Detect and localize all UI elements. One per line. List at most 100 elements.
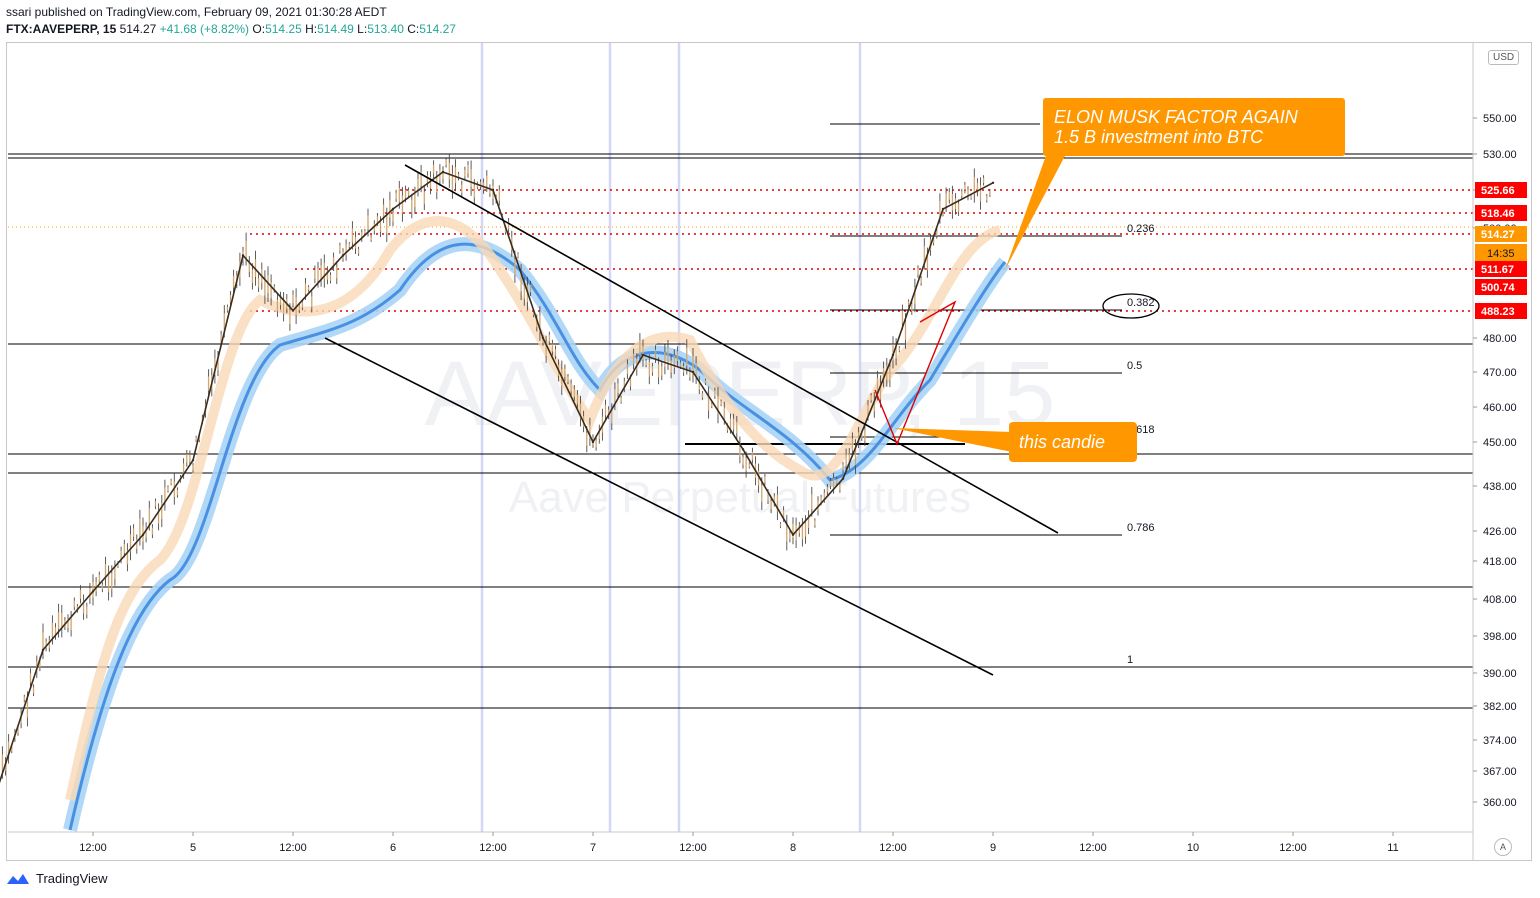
fib-level-label-0: 0.236 — [1127, 223, 1155, 235]
price-tick-label-11: 408.00 — [1483, 594, 1517, 606]
time-tick-label-4: 12:00 — [479, 842, 507, 854]
price-tag-box-3 — [1475, 261, 1527, 277]
price-tag-box-2 — [1475, 226, 1527, 242]
last-price: 514.27 — [119, 22, 157, 36]
symbol-name[interactable]: FTX:AAVEPERP, 15 — [6, 22, 117, 36]
price-tag-label-2: 514.27 — [1481, 229, 1515, 241]
callout-box-elon — [1043, 98, 1345, 156]
time-tick-label-7: 8 — [790, 842, 796, 854]
open-value: 514.25 — [265, 22, 302, 36]
watermark: AAVEPERP, 15 Aave Perpetual Futures — [425, 343, 1056, 522]
price-point-8 — [391, 207, 395, 211]
price-tag-box-4 — [1475, 279, 1527, 295]
price-point-12 — [591, 440, 595, 444]
red-move-path — [874, 300, 957, 446]
ema-line-blue — [68, 242, 1007, 831]
price-tick-label-8: 438.00 — [1483, 481, 1517, 493]
callout-text-candie: this candie — [1019, 432, 1105, 452]
price-tag-box-1 — [1475, 205, 1527, 221]
channel-lower-line — [324, 337, 994, 676]
price-point-3 — [141, 533, 145, 536]
time-tick-label-8: 12:00 — [879, 842, 907, 854]
dotted-levels — [250, 189, 1473, 312]
price-point-14 — [691, 370, 695, 374]
countdown-box — [1475, 244, 1527, 261]
time-tick-label-3: 6 — [390, 842, 396, 854]
price-tick-label-1: 530.00 — [1483, 149, 1517, 161]
time-tick-label-5: 7 — [590, 842, 596, 854]
time-tick-label-10: 12:00 — [1079, 842, 1107, 854]
price-point-15 — [741, 448, 745, 451]
watermark-name: Aave Perpetual Futures — [509, 473, 971, 522]
time-tick-label-13: 11 — [1387, 842, 1398, 854]
close-value: 514.27 — [419, 22, 456, 36]
trend-channel[interactable] — [324, 164, 1059, 676]
time-tick-label-11: 10 — [1187, 842, 1199, 854]
price-tick-label-13: 390.00 — [1483, 668, 1517, 680]
tradingview-logo-icon — [7, 873, 29, 884]
callout-text-elon-line1: ELON MUSK FACTOR AGAIN — [1054, 107, 1299, 127]
price-tick-label-0: 550.00 — [1483, 113, 1517, 125]
price-point-5 — [241, 254, 245, 257]
price-tag-box-5 — [1475, 303, 1527, 319]
price-tag-label-4: 500.74 — [1481, 282, 1516, 294]
time-tick-label-1: 5 — [190, 842, 196, 854]
price-tick-label-10: 418.00 — [1483, 556, 1517, 568]
price-tick-label-15: 374.00 — [1483, 735, 1517, 747]
time-tick-label-6: 12:00 — [679, 842, 707, 854]
high-label: H: — [305, 22, 318, 36]
price-point-7 — [341, 254, 345, 257]
chart-frame[interactable] — [6, 42, 1532, 861]
price-point-2 — [91, 590, 95, 593]
fib-level-label-2: 0.5 — [1127, 360, 1142, 372]
price-tick-label-14: 382.00 — [1483, 701, 1517, 713]
time-tick-label-2: 12:00 — [279, 842, 307, 854]
price-tick-label-17: 360.00 — [1483, 797, 1517, 809]
currency-label[interactable]: USD — [1488, 50, 1520, 65]
footer: TradingView — [6, 871, 108, 886]
fib-circle-highlight — [1102, 293, 1160, 319]
high-value: 514.49 — [317, 22, 354, 36]
price-tag-label-1: 518.46 — [1481, 208, 1515, 220]
callout-box-candie — [1009, 422, 1137, 462]
price-point-10 — [491, 188, 495, 192]
price-change: +41.68 (+8.82%) — [159, 22, 250, 36]
price-tag-label-0: 525.66 — [1481, 185, 1515, 197]
price-tag-box-0 — [1475, 182, 1527, 198]
time-axis[interactable]: 12:00 5 12:00 6 12:00 7 12:00 8 12:00 9 12:00 10 12:… — [8, 831, 1473, 854]
price-series — [0, 170, 995, 784]
countdown-label: 14:35 — [1487, 248, 1515, 260]
publisher-line: ssari published on TradingView.com, Febr… — [6, 5, 387, 19]
callout-text-elon-line2: 1.5 B investment into BTC — [1054, 127, 1264, 147]
price-axis[interactable]: 550.00530.00510.00500.00480.00470.00460.… — [1472, 43, 1527, 861]
price-point-4 — [191, 459, 195, 462]
price-tick-label-4: 480.00 — [1483, 333, 1517, 345]
price-point-20 — [991, 181, 995, 184]
time-tick-label-0: 12:00 — [79, 842, 107, 854]
callout-pointer-candie — [893, 428, 1012, 452]
price-point-17 — [841, 477, 845, 480]
price-tick-label-16: 367.00 — [1483, 766, 1517, 778]
auto-scale-button[interactable]: A — [1494, 838, 1512, 856]
fib-level-label-4: 0.786 — [1127, 522, 1155, 534]
price-tag-label-5: 488.23 — [1481, 306, 1515, 318]
channel-upper-line — [404, 164, 1059, 534]
footer-brand: TradingView — [36, 871, 108, 886]
price-tick-label-5: 470.00 — [1483, 367, 1517, 379]
price-tick-label-12: 398.00 — [1483, 631, 1517, 643]
price-point-11 — [541, 336, 545, 340]
time-tick-label-12: 12:00 — [1279, 842, 1307, 854]
price-point-1 — [41, 648, 45, 652]
price-tick-label-7: 450.00 — [1483, 437, 1517, 449]
price-point-6 — [291, 309, 295, 312]
price-point-16 — [791, 533, 795, 536]
price-point-13 — [641, 353, 645, 357]
open-label: O: — [252, 22, 266, 36]
callout-pointer-elon — [1005, 150, 1068, 270]
close-label: C: — [407, 22, 420, 36]
low-value: 513.40 — [367, 22, 404, 36]
price-tick-label-6: 460.00 — [1483, 402, 1517, 414]
price-point-19 — [941, 207, 945, 211]
